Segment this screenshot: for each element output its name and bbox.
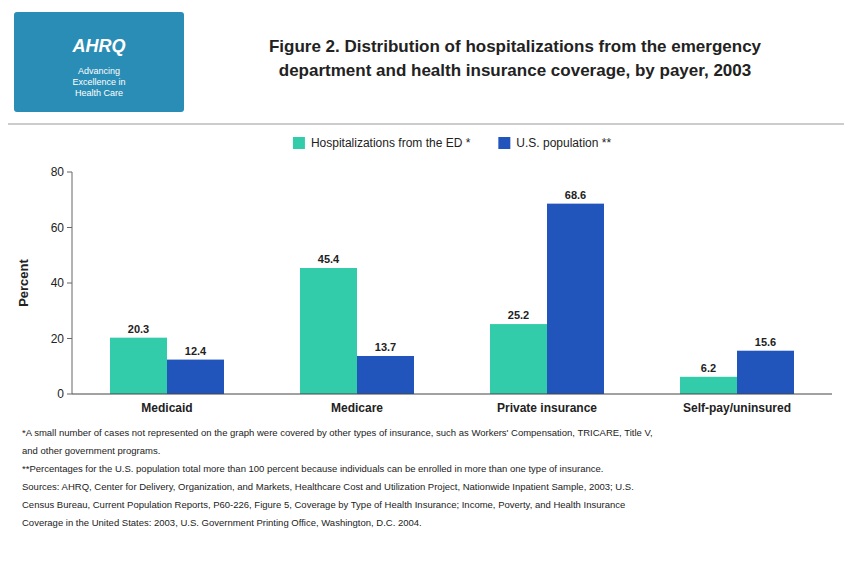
y-axis: 0 20 40 60 80: [51, 165, 72, 401]
footnotes: *A small number of cases not represented…: [22, 427, 653, 528]
y-tick-label: 20: [51, 332, 65, 346]
legend-swatch: [293, 137, 305, 149]
legend-label: Hospitalizations from the ED *: [311, 136, 471, 150]
text-line: Health Care: [75, 88, 123, 98]
data-label: 45.4: [318, 253, 340, 265]
data-label: 6.2: [701, 362, 716, 374]
data-label: 12.4: [185, 345, 207, 357]
text-line: Figure 2. Distribution of hospitalizatio…: [269, 37, 762, 56]
y-axis-line: [72, 172, 73, 394]
legend: Hospitalizations from the ED * U.S. popul…: [293, 136, 611, 150]
y-tick: [67, 227, 72, 228]
x-tick-label: Private insurance: [497, 401, 597, 415]
y-tick: [67, 172, 72, 173]
footnote: **Percentages for the U.S. population to…: [22, 463, 603, 474]
x-axis-line: [72, 394, 832, 395]
bar: [737, 351, 794, 394]
y-tick-label: 40: [51, 276, 65, 290]
bar: [680, 377, 737, 394]
text-line: department and health insurance coverage…: [279, 61, 751, 80]
y-tick-label: 0: [57, 387, 64, 401]
data-labels: 20.3 12.4 45.4 13.7 25.2 68.6 6.2 15.6: [128, 189, 776, 374]
data-label: 68.6: [565, 189, 586, 201]
footnote: Census Bureau, Current Population Report…: [22, 499, 625, 510]
bar: [110, 338, 167, 394]
legend-swatch: [498, 137, 510, 149]
bar: [300, 268, 357, 394]
legend-item: U.S. population **: [498, 136, 611, 150]
data-label: 13.7: [375, 341, 396, 353]
x-tick-label: Medicaid: [141, 401, 192, 415]
bars: [110, 204, 794, 394]
y-tick-label: 80: [51, 165, 65, 179]
data-label: 20.3: [128, 323, 149, 335]
footnote: Sources: AHRQ, Center for Delivery, Orga…: [22, 481, 634, 492]
title: Figure 2. Distribution of hospitalizatio…: [269, 37, 762, 80]
text-line: Advancing: [78, 66, 120, 76]
header-separator: [8, 124, 844, 125]
y-tick-label: 60: [51, 221, 65, 235]
logo-subtitle: AdvancingExcellence inHealth Care: [72, 66, 125, 98]
footnote: *A small number of cases not represented…: [22, 427, 653, 438]
logo-title: AHRQ: [72, 36, 126, 56]
legend-label: U.S. population **: [516, 136, 611, 150]
y-axis-label: Percent: [16, 258, 31, 306]
y-tick: [67, 338, 72, 339]
logo-box: [14, 12, 184, 112]
legend-item: Hospitalizations from the ED *: [293, 136, 471, 150]
bar: [357, 356, 414, 394]
data-label: 15.6: [755, 336, 776, 348]
bar: [167, 360, 224, 394]
footnote: and other government programs.: [22, 445, 160, 456]
x-tick-label: Self-pay/uninsured: [683, 401, 791, 415]
y-tick: [67, 283, 72, 284]
data-label: 25.2: [508, 309, 529, 321]
x-tick-label: Medicare: [331, 401, 383, 415]
chart: AHRQ AdvancingExcellence inHealth Care Fig…: [0, 0, 852, 576]
bar: [547, 204, 604, 394]
text-line: Excellence in: [72, 77, 125, 87]
bar: [490, 324, 547, 394]
footnote: Coverage in the United States: 2003, U.S…: [22, 517, 422, 528]
y-tick: [67, 394, 72, 395]
